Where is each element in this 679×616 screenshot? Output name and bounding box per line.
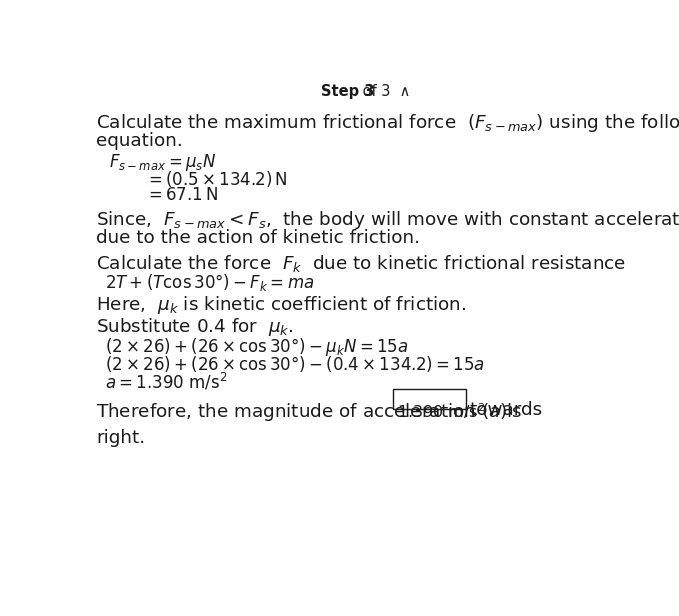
Text: $F_{s-\mathit{max}} = \mu_s N$: $F_{s-\mathit{max}} = \mu_s N$ <box>109 152 216 172</box>
Text: Calculate the force  $F_k$  due to kinetic frictional resistance: Calculate the force $F_k$ due to kinetic… <box>96 253 627 274</box>
Text: due to the action of kinetic friction.: due to the action of kinetic friction. <box>96 229 420 247</box>
Text: $= (0.5 \times 134.2)\,\mathrm{N}$: $= (0.5 \times 134.2)\,\mathrm{N}$ <box>145 169 288 188</box>
Text: $a = 1.390\ \mathrm{m/s}^2$: $a = 1.390\ \mathrm{m/s}^2$ <box>105 372 227 393</box>
Text: $(2 \times 26) + (26 \times \cos 30\degree) - \mu_k N = 15a$: $(2 \times 26) + (26 \times \cos 30\degr… <box>105 336 408 358</box>
Text: Since,  $F_{s-\mathit{max}} < F_s$,  the body will move with constant accelerati: Since, $F_{s-\mathit{max}} < F_s$, the b… <box>96 209 679 231</box>
FancyBboxPatch shape <box>393 389 466 409</box>
Text: of 3  ∧: of 3 ∧ <box>358 84 410 99</box>
Text: $(2 \times 26) + (26 \times \cos 30\degree) - (0.4 \times 134.2) = 15a$: $(2 \times 26) + (26 \times \cos 30\degr… <box>105 354 485 374</box>
Text: Calculate the maximum frictional force  ($F_{s-\mathit{max}}$) using the followi: Calculate the maximum frictional force (… <box>96 112 679 134</box>
Text: Here,  $\mu_k$ is kinetic coefficient of friction.: Here, $\mu_k$ is kinetic coefficient of … <box>96 294 466 317</box>
Text: equation.: equation. <box>96 132 183 150</box>
Text: 1.390 m/s$^2$: 1.390 m/s$^2$ <box>397 401 485 421</box>
Text: $2T + (T\cos 30\degree) - F_k = ma$: $2T + (T\cos 30\degree) - F_k = ma$ <box>105 272 314 293</box>
Text: Therefore, the magnitude of acceleration ($a$)is: Therefore, the magnitude of acceleration… <box>96 401 523 423</box>
Text: Substitute 0.4 for  $\mu_k$.: Substitute 0.4 for $\mu_k$. <box>96 316 294 338</box>
Text: towards: towards <box>469 401 542 419</box>
Text: $= 67.1\,\mathrm{N}$: $= 67.1\,\mathrm{N}$ <box>145 186 219 204</box>
Text: right.: right. <box>96 429 145 447</box>
Text: Step 3: Step 3 <box>321 84 375 99</box>
